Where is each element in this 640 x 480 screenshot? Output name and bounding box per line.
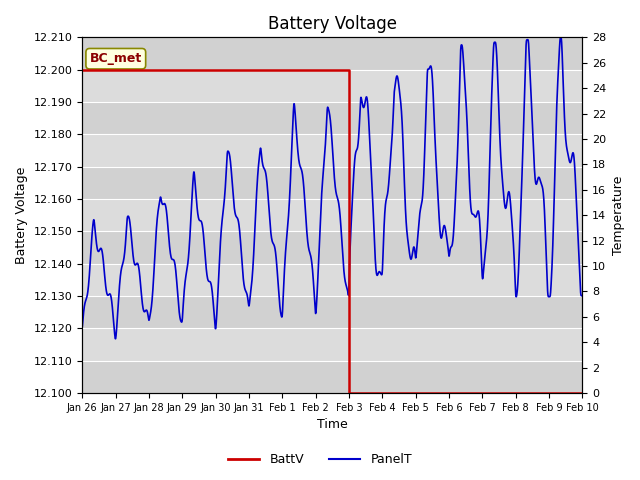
Bar <box>82 102 582 134</box>
Bar <box>82 134 582 167</box>
Y-axis label: Battery Voltage: Battery Voltage <box>15 167 28 264</box>
Bar <box>82 70 582 102</box>
Text: BC_met: BC_met <box>90 52 142 65</box>
Legend: BattV, PanelT: BattV, PanelT <box>223 448 417 471</box>
Bar <box>82 361 582 393</box>
Y-axis label: Temperature: Temperature <box>612 176 625 255</box>
Bar <box>82 264 582 296</box>
X-axis label: Time: Time <box>317 419 348 432</box>
Title: Battery Voltage: Battery Voltage <box>268 15 397 33</box>
Bar <box>82 167 582 199</box>
Bar <box>82 231 582 264</box>
Bar <box>82 328 582 361</box>
Bar <box>82 296 582 328</box>
Bar <box>82 199 582 231</box>
Bar <box>82 37 582 70</box>
